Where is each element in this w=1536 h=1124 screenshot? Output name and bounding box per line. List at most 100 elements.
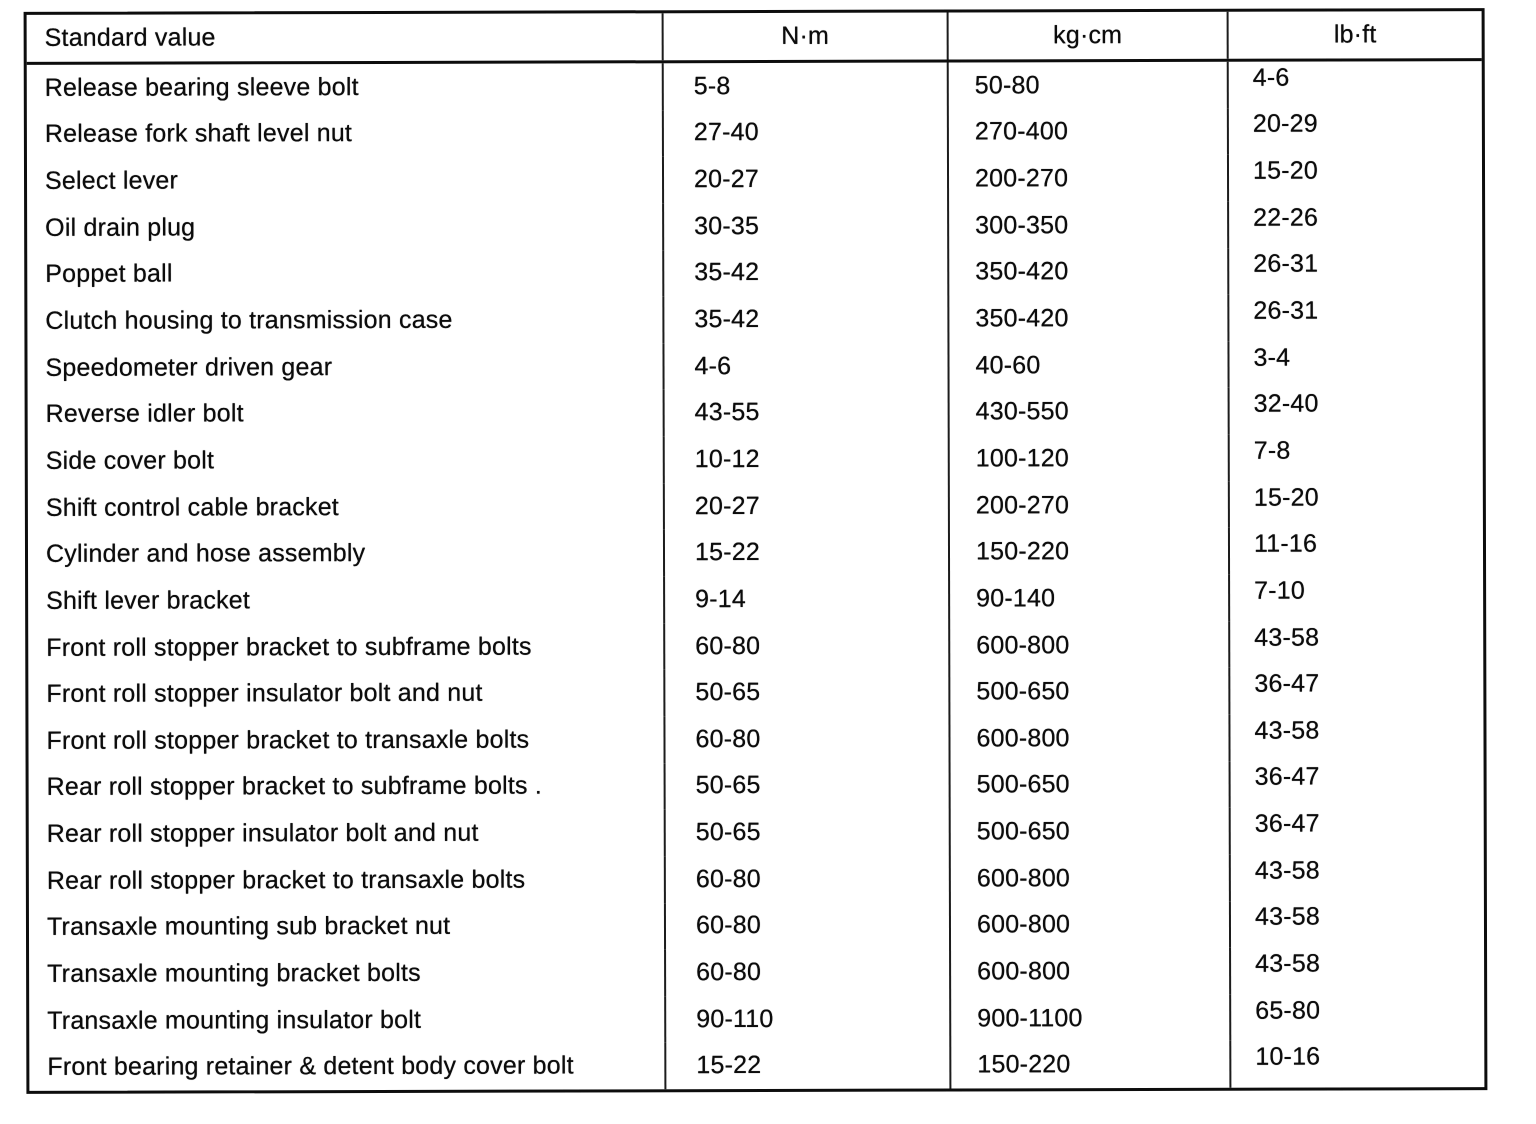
- value-lbft: 36-47: [1228, 807, 1484, 855]
- value-kgcm: 500-650: [948, 668, 1229, 716]
- value-kgcm: 600-800: [948, 621, 1229, 669]
- table-row: Front roll stopper bracket to transaxle …: [28, 714, 1484, 764]
- table-row: Reverse idler bolt 43-55 430-550 32-40: [28, 387, 1483, 438]
- value-kgcm: 500-650: [948, 808, 1229, 856]
- table-row: Front roll stopper insulator bolt and nu…: [28, 667, 1484, 717]
- table-row: Side cover bolt 10-12 100-120 7-8: [28, 434, 1483, 484]
- value-lbft: 7-10: [1228, 574, 1484, 622]
- value-lbft: 22-26: [1227, 201, 1483, 249]
- row-label: Rear roll stopper bracket to transaxle b…: [46, 865, 526, 895]
- value-nm: 60-80: [663, 855, 949, 903]
- header-nm: N·m: [661, 12, 947, 61]
- value-nm: 60-80: [663, 715, 949, 763]
- header-kgcm: kg·cm: [946, 11, 1227, 60]
- value-nm: 27-40: [661, 109, 947, 157]
- value-nm: 50-65: [663, 808, 949, 857]
- row-label: Front roll stopper insulator bolt and nu…: [46, 678, 483, 708]
- value-kgcm: 100-120: [947, 434, 1228, 483]
- value-kgcm: 150-220: [949, 1041, 1230, 1089]
- value-lbft: 26-31: [1227, 294, 1483, 342]
- value-lbft: 20-29: [1226, 107, 1482, 156]
- table-row: Rear roll stopper bracket to transaxle b…: [29, 853, 1484, 904]
- row-label: Cylinder and hose assembly: [45, 539, 366, 569]
- value-kgcm: 600-800: [948, 714, 1229, 763]
- value-kgcm: 200-270: [947, 481, 1228, 529]
- value-nm: 30-35: [662, 202, 948, 250]
- row-label: Shift control cable bracket: [45, 492, 339, 522]
- value-nm: 50-65: [663, 762, 949, 810]
- value-kgcm: 600-800: [948, 854, 1229, 903]
- value-lbft: 43-58: [1229, 947, 1485, 995]
- row-label: Poppet ball: [45, 259, 173, 289]
- value-lbft: 43-58: [1228, 620, 1484, 669]
- row-label: Release bearing sleeve bolt: [44, 72, 359, 102]
- row-label: Shift lever bracket: [46, 586, 251, 615]
- table-row: Rear roll stopper bracket to subframe bo…: [29, 760, 1484, 811]
- value-nm: 10-12: [662, 435, 948, 484]
- table-row: Poppet ball 35-42 350-420 26-31: [27, 247, 1483, 298]
- table-row: Transaxle mounting bracket bolts 60-80 6…: [29, 947, 1485, 997]
- table-row: Front roll stopper bracket to subframe b…: [28, 620, 1484, 671]
- row-label: Rear roll stopper insulator bolt and nut: [46, 818, 479, 848]
- value-lbft: 15-20: [1226, 154, 1483, 202]
- table-row: Transaxle mounting sub bracket nut 60-80…: [29, 900, 1485, 951]
- value-lbft: 10-16: [1229, 1040, 1485, 1088]
- row-label: Front roll stopper bracket to subframe b…: [46, 632, 532, 662]
- row-label: Transaxle mounting bracket bolts: [47, 958, 421, 988]
- value-kgcm: 50-80: [946, 61, 1227, 110]
- value-kgcm: 600-800: [949, 947, 1230, 996]
- value-lbft: 65-80: [1229, 993, 1485, 1042]
- value-lbft: 32-40: [1227, 387, 1483, 435]
- value-kgcm: 900-1100: [949, 994, 1230, 1042]
- value-nm: 5-8: [661, 62, 947, 110]
- value-kgcm: 200-270: [946, 155, 1228, 203]
- value-kgcm: 270-400: [946, 108, 1227, 156]
- value-nm: 50-65: [663, 668, 949, 717]
- table-row: Select lever 20-27 200-270 15-20: [27, 154, 1483, 204]
- table-header-row: Standard value N·m kg·cm lb·ft: [26, 11, 1482, 65]
- value-lbft: 26-31: [1227, 247, 1483, 295]
- row-label: Speedometer driven gear: [45, 352, 333, 382]
- value-lbft: 36-47: [1228, 667, 1484, 715]
- value-lbft: 11-16: [1227, 527, 1484, 575]
- value-nm: 35-42: [662, 249, 948, 297]
- table-row: Rear roll stopper insulator bolt and nut…: [29, 807, 1484, 857]
- value-nm: 20-27: [661, 155, 948, 204]
- table-row: Shift control cable bracket 20-27 200-27…: [28, 480, 1483, 531]
- value-kgcm: 500-650: [948, 761, 1229, 809]
- value-nm: 20-27: [662, 482, 948, 530]
- header-lbft: lb·ft: [1226, 11, 1482, 59]
- value-nm: 4-6: [662, 342, 948, 390]
- value-nm: 60-80: [664, 948, 950, 997]
- value-nm: 15-22: [662, 528, 949, 577]
- row-label: Side cover bolt: [45, 446, 215, 475]
- value-kgcm: 40-60: [947, 341, 1228, 389]
- table-row: Release bearing sleeve bolt 5-8 50-80 4-…: [27, 61, 1482, 111]
- value-kgcm: 90-140: [948, 574, 1229, 623]
- row-label: Front bearing retainer & detent body cov…: [47, 1051, 574, 1082]
- value-kgcm: 350-420: [947, 294, 1228, 343]
- value-nm: 60-80: [663, 902, 950, 950]
- table-row: Clutch housing to transmission case 35-4…: [27, 294, 1483, 344]
- table-row: Transaxle mounting insulator bolt 90-110…: [29, 993, 1485, 1044]
- value-nm: 90-110: [664, 995, 950, 1043]
- value-kgcm: 430-550: [947, 388, 1228, 436]
- table-row: Cylinder and hose assembly 15-22 150-220…: [28, 527, 1484, 578]
- row-label: Clutch housing to transmission case: [45, 305, 453, 335]
- table-row: Oil drain plug 30-35 300-350 22-26: [27, 201, 1483, 251]
- row-label: Select lever: [44, 166, 179, 195]
- value-kgcm: 150-220: [947, 528, 1229, 576]
- value-nm: 43-55: [662, 388, 948, 437]
- row-label: Release fork shaft level nut: [44, 119, 353, 149]
- row-label: Transaxle mounting sub bracket nut: [46, 912, 451, 942]
- header-standard-value: Standard value: [44, 23, 216, 52]
- table-row: Release fork shaft level nut 27-40 270-4…: [27, 107, 1482, 158]
- row-label: Transaxle mounting insulator bolt: [47, 1005, 422, 1035]
- value-lbft: 36-47: [1228, 760, 1484, 809]
- value-lbft: 15-20: [1227, 480, 1483, 529]
- value-nm: 15-22: [664, 1041, 950, 1090]
- row-label: Front roll stopper bracket to transaxle …: [46, 725, 530, 755]
- row-label: Rear roll stopper bracket to subframe bo…: [46, 771, 542, 802]
- value-lbft: 7-8: [1227, 434, 1483, 482]
- value-lbft: 43-58: [1228, 900, 1485, 948]
